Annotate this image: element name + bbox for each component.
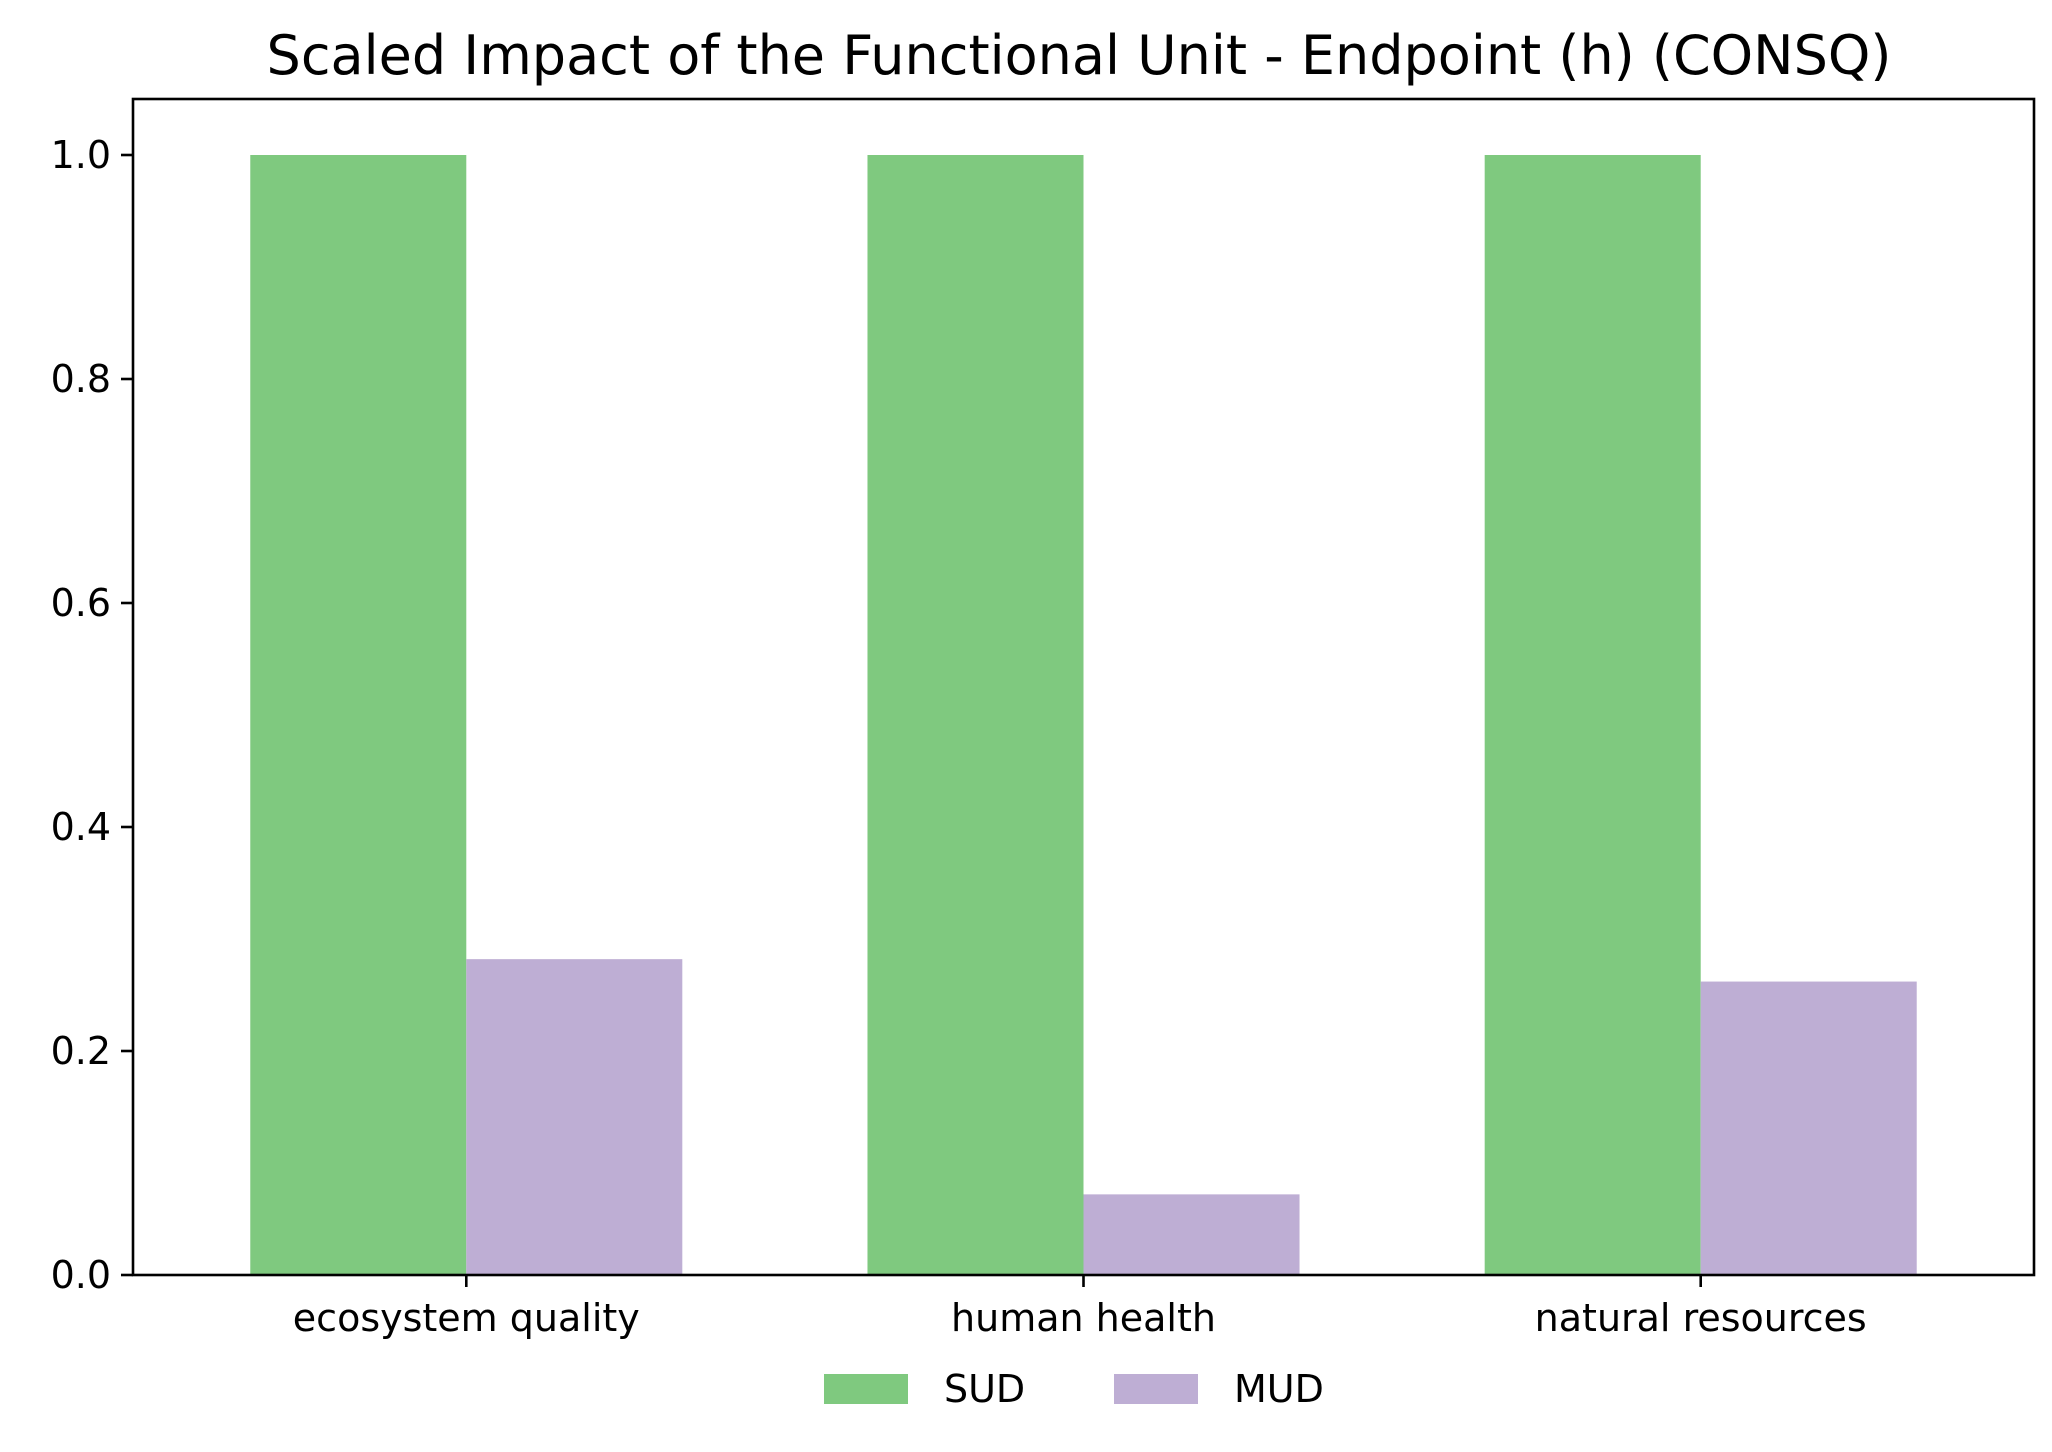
bar-sud-ecosystem-quality	[250, 155, 467, 1275]
bar-mud-ecosystem-quality	[466, 959, 683, 1275]
y-axis: 0.0 0.2 0.4 0.6 0.8 1.0	[51, 133, 133, 1297]
bar-sud-human-health	[867, 155, 1084, 1275]
x-tick-label: ecosystem quality	[293, 1296, 640, 1340]
y-tick-label: 0.4	[51, 805, 111, 849]
y-tick-label: 0.2	[51, 1029, 111, 1073]
bars-layer	[250, 155, 1917, 1275]
y-tick-label: 0.8	[51, 357, 111, 401]
x-tick-label: human health	[951, 1296, 1216, 1340]
bar-sud-natural-resources	[1484, 155, 1701, 1275]
x-tick-label: natural resources	[1535, 1296, 1867, 1340]
y-tick-label: 1.0	[51, 133, 111, 177]
bar-mud-natural-resources	[1700, 981, 1917, 1275]
legend-label-mud: MUD	[1234, 1367, 1324, 1411]
x-axis: ecosystem quality human health natural res…	[293, 1275, 1867, 1340]
legend-swatch-sud	[824, 1374, 908, 1404]
legend-label-sud: SUD	[944, 1367, 1025, 1411]
legend-swatch-mud	[1114, 1374, 1198, 1404]
bar-mud-human-health	[1083, 1194, 1300, 1275]
y-tick-label: 0.6	[51, 581, 111, 625]
y-tick-label: 0.0	[51, 1253, 111, 1297]
chart-title: Scaled Impact of the Functional Unit - E…	[267, 24, 1892, 87]
legend: SUD MUD	[824, 1367, 1324, 1411]
